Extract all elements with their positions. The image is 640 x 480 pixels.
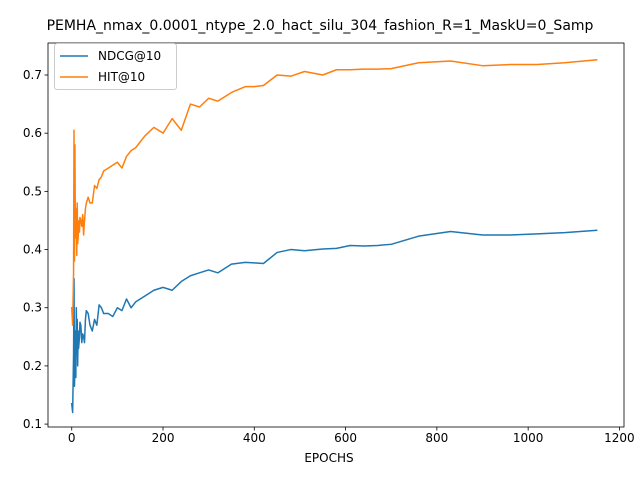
y-tick-label-0: 0.1 xyxy=(23,417,42,431)
x-tick-label-0: 0 xyxy=(68,431,76,445)
legend-label-1: HIT@10 xyxy=(98,70,145,84)
y-tick-label-5: 0.6 xyxy=(23,126,42,140)
x-tick-label-5: 1000 xyxy=(513,431,544,445)
legend: NDCG@10 HIT@10 xyxy=(54,43,177,90)
plot-axes: 0 200 400 600 800 1000 1200 0.1 0.2 0.3 0.4 0.5 0.6 0… xyxy=(23,42,635,445)
legend-label-0: NDCG@10 xyxy=(98,49,161,63)
y-tick-label-2: 0.3 xyxy=(23,301,42,315)
x-tick-label-6: 1200 xyxy=(604,431,635,445)
y-tick-label-1: 0.2 xyxy=(23,359,42,373)
series-line-0 xyxy=(70,229,598,414)
x-tick-label-4: 800 xyxy=(425,431,448,445)
x-tick-label-1: 200 xyxy=(152,431,175,445)
y-tick-label-4: 0.5 xyxy=(23,184,42,198)
y-tick-label-6: 0.7 xyxy=(23,68,42,82)
x-tick-label-3: 600 xyxy=(334,431,357,445)
plot-series xyxy=(70,59,598,414)
y-tick-label-3: 0.4 xyxy=(23,243,42,257)
plot-frame xyxy=(47,42,625,428)
legend-box xyxy=(54,43,177,90)
x-axis-title: EPOCHS xyxy=(304,451,353,465)
x-tick-label-2: 400 xyxy=(243,431,266,445)
series-line-1 xyxy=(70,59,598,326)
chart-title: PEMHA_nmax_0.0001_ntype_2.0_hact_silu_30… xyxy=(47,18,594,34)
